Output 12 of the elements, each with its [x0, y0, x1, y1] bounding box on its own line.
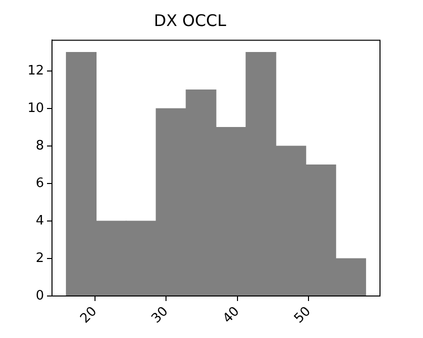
x-tick-label: 50 — [292, 304, 314, 326]
y-tick-label: 0 — [36, 288, 44, 304]
x-tick-label: 40 — [220, 304, 243, 326]
y-tick-label: 12 — [27, 63, 44, 78]
x-tick-label: 30 — [148, 304, 172, 326]
y-tick-label: 10 — [27, 100, 44, 116]
y-tick-label: 8 — [36, 138, 44, 154]
x-tick-label: 20 — [78, 304, 100, 326]
chart-title: DX OCCL — [154, 10, 226, 30]
y-tick-label: 6 — [36, 176, 44, 191]
y-tick-label: 2 — [36, 250, 44, 266]
y-tick-label: 4 — [36, 213, 44, 228]
